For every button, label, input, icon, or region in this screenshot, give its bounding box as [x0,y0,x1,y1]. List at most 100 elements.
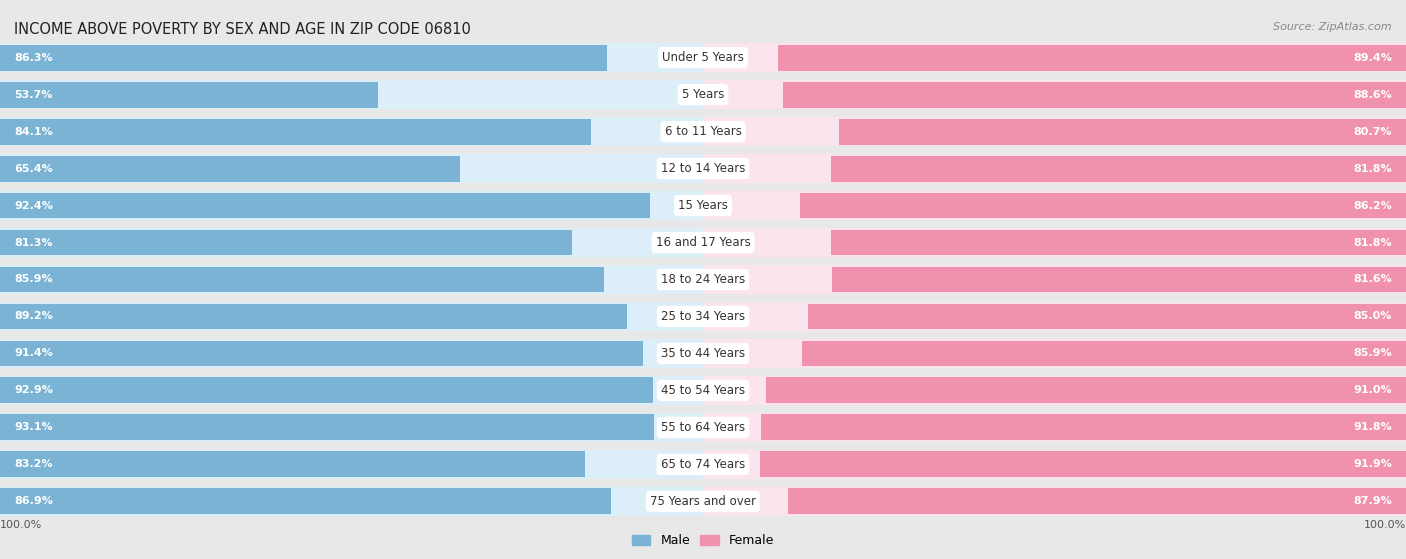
Bar [0,304,627,329]
Bar [0,450,703,479]
Bar [703,339,1406,368]
Text: 85.9%: 85.9% [14,274,52,285]
Bar [831,230,1406,255]
Bar [0,340,643,366]
Text: 85.0%: 85.0% [1354,311,1392,321]
Bar [703,80,1406,109]
Bar [0,376,1406,405]
Text: 100.0%: 100.0% [0,520,42,530]
Text: 12 to 14 Years: 12 to 14 Years [661,162,745,175]
Text: 45 to 54 Years: 45 to 54 Years [661,384,745,397]
Bar [0,452,585,477]
Text: 87.9%: 87.9% [1353,496,1392,506]
Text: 35 to 44 Years: 35 to 44 Years [661,347,745,360]
Bar [808,304,1406,329]
Text: 100.0%: 100.0% [1364,520,1406,530]
Bar [800,193,1406,219]
Bar [0,80,1406,109]
Text: 53.7%: 53.7% [14,89,52,100]
Text: 86.9%: 86.9% [14,496,53,506]
Bar [0,489,612,514]
Bar [0,265,703,294]
Bar [0,228,1406,257]
Bar [0,487,1406,516]
Bar [0,117,703,146]
Bar [703,43,1406,72]
Text: 55 to 64 Years: 55 to 64 Years [661,421,745,434]
Text: 65.4%: 65.4% [14,164,53,173]
Bar [0,414,654,440]
Text: 75 Years and over: 75 Years and over [650,495,756,508]
Bar [703,191,1406,220]
Bar [703,487,1406,516]
Text: 91.0%: 91.0% [1354,386,1392,395]
Bar [0,376,703,405]
Text: Under 5 Years: Under 5 Years [662,51,744,64]
Text: 91.9%: 91.9% [1353,459,1392,470]
Bar [0,413,703,442]
Bar [703,265,1406,294]
Bar [703,154,1406,183]
Bar [703,117,1406,146]
Bar [801,340,1406,366]
Text: 81.6%: 81.6% [1353,274,1392,285]
Bar [0,267,605,292]
Text: 91.4%: 91.4% [14,348,53,358]
Bar [0,80,703,109]
Bar [0,119,591,145]
Text: 80.7%: 80.7% [1354,126,1392,136]
Bar [783,82,1406,107]
Text: 25 to 34 Years: 25 to 34 Years [661,310,745,323]
Bar [766,377,1406,404]
Bar [778,45,1406,70]
Bar [759,452,1406,477]
Bar [0,82,377,107]
Bar [0,154,703,183]
Bar [0,265,1406,294]
Bar [0,43,703,72]
Bar [703,450,1406,479]
Bar [703,302,1406,331]
Text: 16 and 17 Years: 16 and 17 Years [655,236,751,249]
Bar [0,230,571,255]
Bar [832,267,1406,292]
Text: 93.1%: 93.1% [14,423,52,433]
Bar [0,45,607,70]
Text: 89.4%: 89.4% [1353,53,1392,63]
Text: 85.9%: 85.9% [1354,348,1392,358]
Bar [838,119,1406,145]
Text: Source: ZipAtlas.com: Source: ZipAtlas.com [1274,22,1392,32]
Bar [0,154,1406,183]
Bar [0,487,703,516]
Text: 65 to 74 Years: 65 to 74 Years [661,458,745,471]
Text: 5 Years: 5 Years [682,88,724,101]
Text: 86.2%: 86.2% [1353,201,1392,211]
Bar [0,193,650,219]
Bar [0,191,1406,220]
Bar [787,489,1406,514]
Bar [703,228,1406,257]
Legend: Male, Female: Male, Female [631,534,775,547]
Text: 86.3%: 86.3% [14,53,52,63]
Text: 15 Years: 15 Years [678,199,728,212]
Bar [0,450,1406,479]
Text: 88.6%: 88.6% [1353,89,1392,100]
Bar [0,43,1406,72]
Text: 89.2%: 89.2% [14,311,53,321]
Text: 81.8%: 81.8% [1354,164,1392,173]
Bar [0,191,703,220]
Bar [0,155,460,182]
Text: 92.4%: 92.4% [14,201,53,211]
Text: 81.3%: 81.3% [14,238,52,248]
Text: 84.1%: 84.1% [14,126,53,136]
Bar [0,228,703,257]
Bar [0,302,1406,331]
Bar [0,117,1406,146]
Bar [761,414,1406,440]
Bar [0,339,1406,368]
Bar [0,413,1406,442]
Text: INCOME ABOVE POVERTY BY SEX AND AGE IN ZIP CODE 06810: INCOME ABOVE POVERTY BY SEX AND AGE IN Z… [14,22,471,37]
Bar [0,302,703,331]
Text: 81.8%: 81.8% [1354,238,1392,248]
Bar [703,413,1406,442]
